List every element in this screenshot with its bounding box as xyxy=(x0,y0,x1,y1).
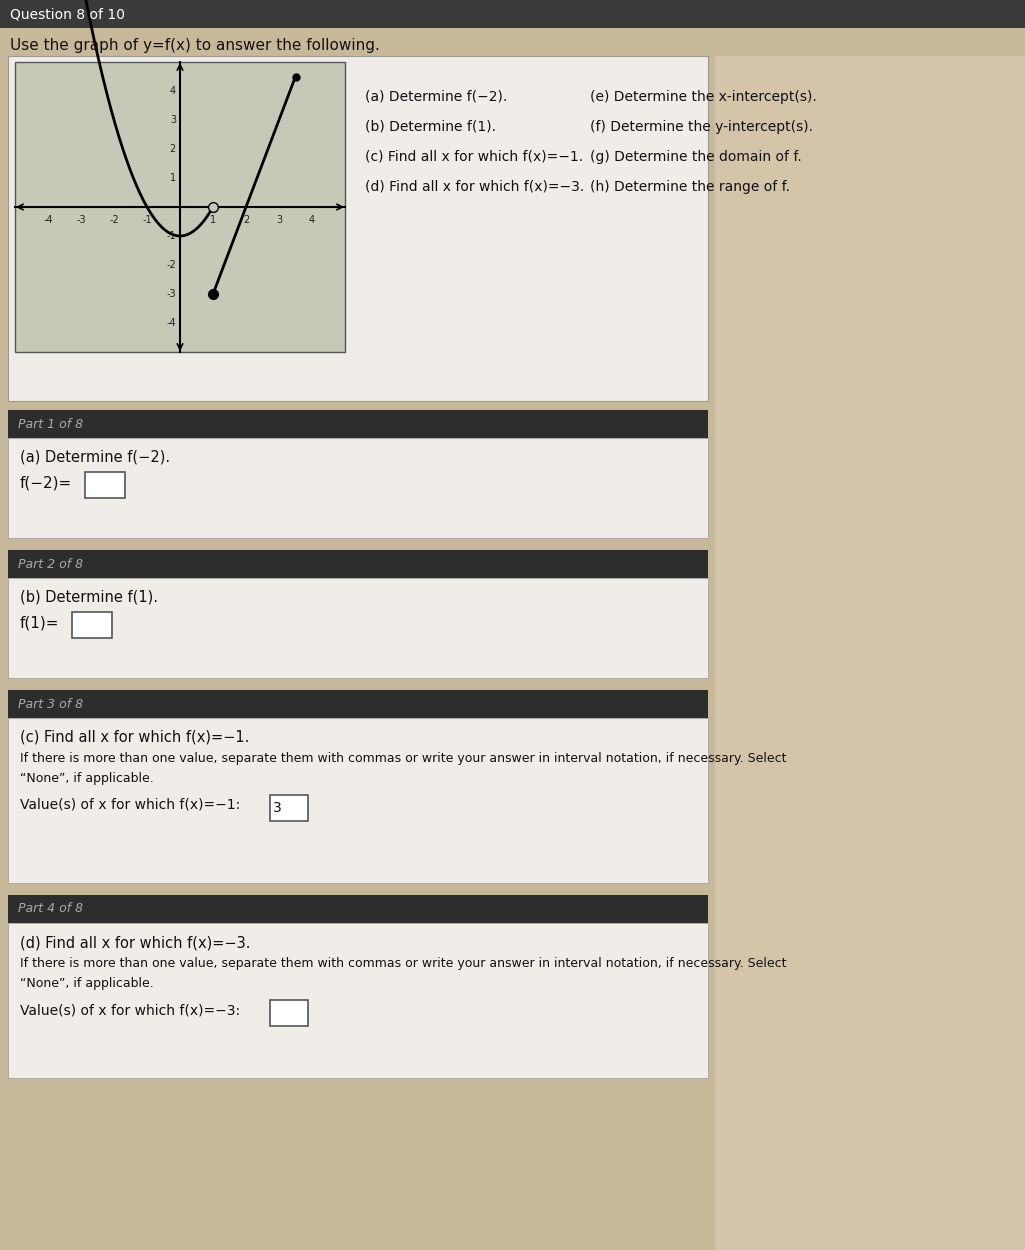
Text: -3: -3 xyxy=(76,215,86,225)
Bar xyxy=(8,922,708,1078)
Text: Value(s) of x for which f(x)=−3:: Value(s) of x for which f(x)=−3: xyxy=(20,1003,240,1018)
Bar xyxy=(270,1000,307,1026)
Text: 1: 1 xyxy=(170,173,176,182)
Text: (f) Determine the y-intercept(s).: (f) Determine the y-intercept(s). xyxy=(590,120,813,134)
Text: (g) Determine the domain of f.: (g) Determine the domain of f. xyxy=(590,150,802,164)
Text: (b) Determine f(1).: (b) Determine f(1). xyxy=(20,590,158,605)
Bar xyxy=(8,578,708,678)
Text: -4: -4 xyxy=(166,318,176,328)
Text: -1: -1 xyxy=(166,231,176,241)
Text: (a) Determine f(−2).: (a) Determine f(−2). xyxy=(20,450,170,465)
Text: 1: 1 xyxy=(210,215,216,225)
Text: Part 1 of 8: Part 1 of 8 xyxy=(18,418,83,430)
Text: 3: 3 xyxy=(276,215,282,225)
Text: (e) Determine the x-intercept(s).: (e) Determine the x-intercept(s). xyxy=(590,90,817,104)
Bar xyxy=(8,718,708,882)
Bar xyxy=(8,895,708,922)
Bar xyxy=(15,62,345,352)
Text: If there is more than one value, separate them with commas or write your answer : If there is more than one value, separat… xyxy=(20,958,786,970)
Text: (c) Find all x for which f(x)=−1.: (c) Find all x for which f(x)=−1. xyxy=(20,730,249,745)
Bar xyxy=(8,438,708,538)
Text: Question 8 of 10: Question 8 of 10 xyxy=(10,8,125,21)
Text: -1: -1 xyxy=(142,215,152,225)
Text: f(−2)=: f(−2)= xyxy=(20,475,72,490)
Text: (d) Find all x for which f(x)=−3.: (d) Find all x for which f(x)=−3. xyxy=(365,180,584,194)
Text: 3: 3 xyxy=(170,115,176,125)
Bar xyxy=(8,550,708,578)
Text: If there is more than one value, separate them with commas or write your answer : If there is more than one value, separat… xyxy=(20,752,786,765)
Text: (b) Determine f(1).: (b) Determine f(1). xyxy=(365,120,496,134)
Text: (c) Find all x for which f(x)=−1.: (c) Find all x for which f(x)=−1. xyxy=(365,150,583,164)
Text: f(1)=: f(1)= xyxy=(20,615,59,630)
Text: Part 2 of 8: Part 2 of 8 xyxy=(18,558,83,570)
Text: Part 3 of 8: Part 3 of 8 xyxy=(18,698,83,710)
Text: 2: 2 xyxy=(243,215,249,225)
Text: 2: 2 xyxy=(170,144,176,154)
Text: -2: -2 xyxy=(109,215,119,225)
Text: 4: 4 xyxy=(170,86,176,96)
Text: Value(s) of x for which f(x)=−1:: Value(s) of x for which f(x)=−1: xyxy=(20,798,240,812)
Bar xyxy=(8,690,708,718)
Text: 3: 3 xyxy=(273,801,282,815)
Text: -4: -4 xyxy=(43,215,53,225)
Bar xyxy=(0,0,1025,28)
Bar xyxy=(8,56,708,401)
Text: “None”, if applicable.: “None”, if applicable. xyxy=(20,772,154,785)
Bar xyxy=(8,410,708,437)
Text: Use the graph of y=f(x) to answer the following.: Use the graph of y=f(x) to answer the fo… xyxy=(10,38,380,53)
Text: (d) Find all x for which f(x)=−3.: (d) Find all x for which f(x)=−3. xyxy=(20,935,250,950)
Bar xyxy=(72,612,112,638)
Text: “None”, if applicable.: “None”, if applicable. xyxy=(20,978,154,990)
Text: -3: -3 xyxy=(166,289,176,299)
Text: Part 4 of 8: Part 4 of 8 xyxy=(18,902,83,915)
Bar xyxy=(715,56,1025,1250)
Bar xyxy=(85,472,125,498)
Text: 4: 4 xyxy=(309,215,315,225)
Bar xyxy=(270,795,307,821)
Text: (a) Determine f(−2).: (a) Determine f(−2). xyxy=(365,90,507,104)
Text: -2: -2 xyxy=(166,260,176,270)
Text: (h) Determine the range of f.: (h) Determine the range of f. xyxy=(590,180,790,194)
